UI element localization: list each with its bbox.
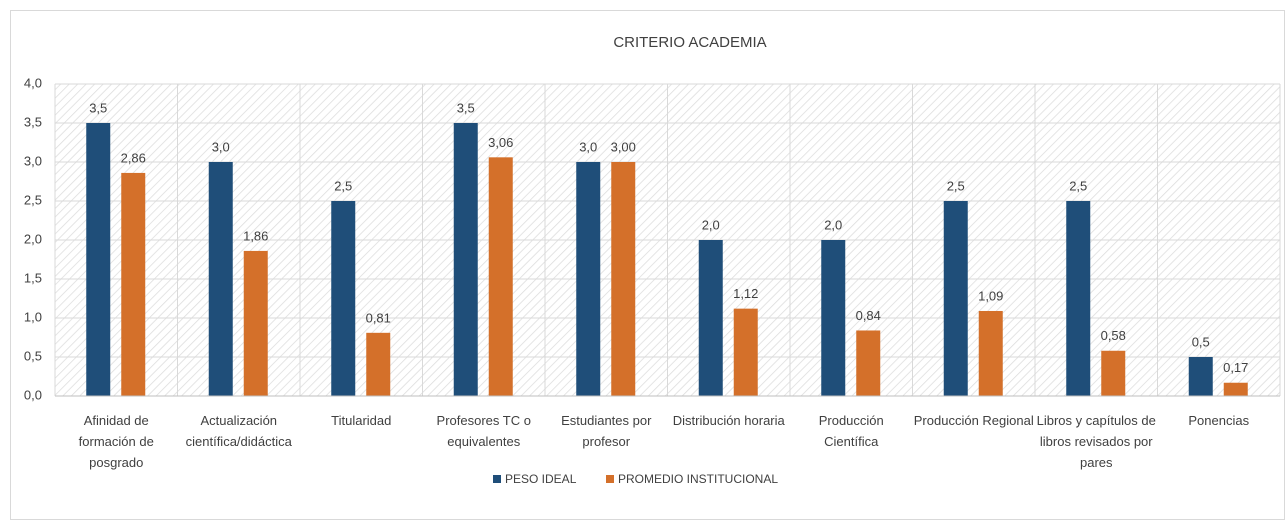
bar (1188, 357, 1213, 396)
value-label: 2,0 (702, 217, 720, 232)
value-label: 1,09 (978, 288, 1003, 303)
legend-label: PESO IDEAL (505, 472, 577, 486)
bar (366, 332, 391, 396)
bar (978, 310, 1003, 396)
bar (943, 201, 968, 396)
value-label: 1,86 (243, 228, 268, 243)
bar (821, 240, 846, 396)
y-tick-label: 4,0 (24, 75, 42, 90)
value-label: 2,5 (334, 178, 352, 193)
bar (488, 157, 513, 396)
bar (576, 162, 601, 396)
value-label: 3,00 (611, 139, 636, 154)
x-tick-label: Libros y capítulos de libros revisados p… (1036, 413, 1156, 470)
bar (856, 330, 881, 396)
value-label: 0,84 (856, 308, 881, 323)
bar (611, 162, 636, 396)
y-tick-label: 0,5 (24, 348, 42, 363)
y-tick-label: 3,5 (24, 114, 42, 129)
value-label: 3,0 (212, 139, 230, 154)
bar (698, 240, 723, 396)
value-label: 2,86 (121, 150, 146, 165)
bar (208, 162, 233, 396)
value-label: 0,17 (1223, 360, 1248, 375)
x-tick-label: Distribución horaria (672, 413, 785, 428)
value-label: 0,5 (1192, 334, 1210, 349)
y-tick-label: 3,0 (24, 153, 42, 168)
bar (243, 250, 268, 396)
bar (733, 308, 758, 396)
value-label: 2,0 (824, 217, 842, 232)
y-tick-label: 1,5 (24, 270, 42, 285)
value-label: 2,5 (947, 178, 965, 193)
bar (86, 123, 111, 396)
legend-swatch (606, 475, 614, 483)
y-tick-label: 0,0 (24, 387, 42, 402)
value-label: 2,5 (1069, 178, 1087, 193)
x-tick-label: Producción Regional (913, 413, 1034, 428)
x-tick-label: Actualización científica/didáctica (185, 413, 292, 449)
bar (121, 172, 146, 396)
legend-label: PROMEDIO INSTITUCIONAL (618, 472, 778, 486)
legend-swatch (493, 475, 501, 483)
bar (453, 123, 478, 396)
value-label: 0,58 (1101, 328, 1126, 343)
bar (1223, 382, 1248, 396)
x-tick-label: Profesores TC o equivalentes (436, 413, 531, 449)
value-label: 3,0 (579, 139, 597, 154)
x-tick-label: Estudiantes por profesor (561, 413, 652, 449)
value-label: 3,5 (89, 100, 107, 115)
bar (1066, 201, 1091, 396)
value-label: 3,5 (457, 100, 475, 115)
x-tick-label: Titularidad (331, 413, 392, 428)
value-label: 0,81 (366, 310, 391, 325)
value-label: 1,12 (733, 286, 758, 301)
y-tick-label: 2,0 (24, 231, 42, 246)
y-tick-label: 1,0 (24, 309, 42, 324)
x-tick-label: Afinidad de formación de posgrado (78, 413, 154, 470)
x-tick-label: Producción Científica (818, 413, 884, 449)
x-tick-label: Ponencias (1188, 413, 1250, 428)
chart-title: CRITERIO ACADEMIA (613, 34, 766, 51)
value-label: 3,06 (488, 135, 513, 150)
y-tick-label: 2,5 (24, 192, 42, 207)
bar (331, 201, 356, 396)
bar (1101, 350, 1126, 396)
